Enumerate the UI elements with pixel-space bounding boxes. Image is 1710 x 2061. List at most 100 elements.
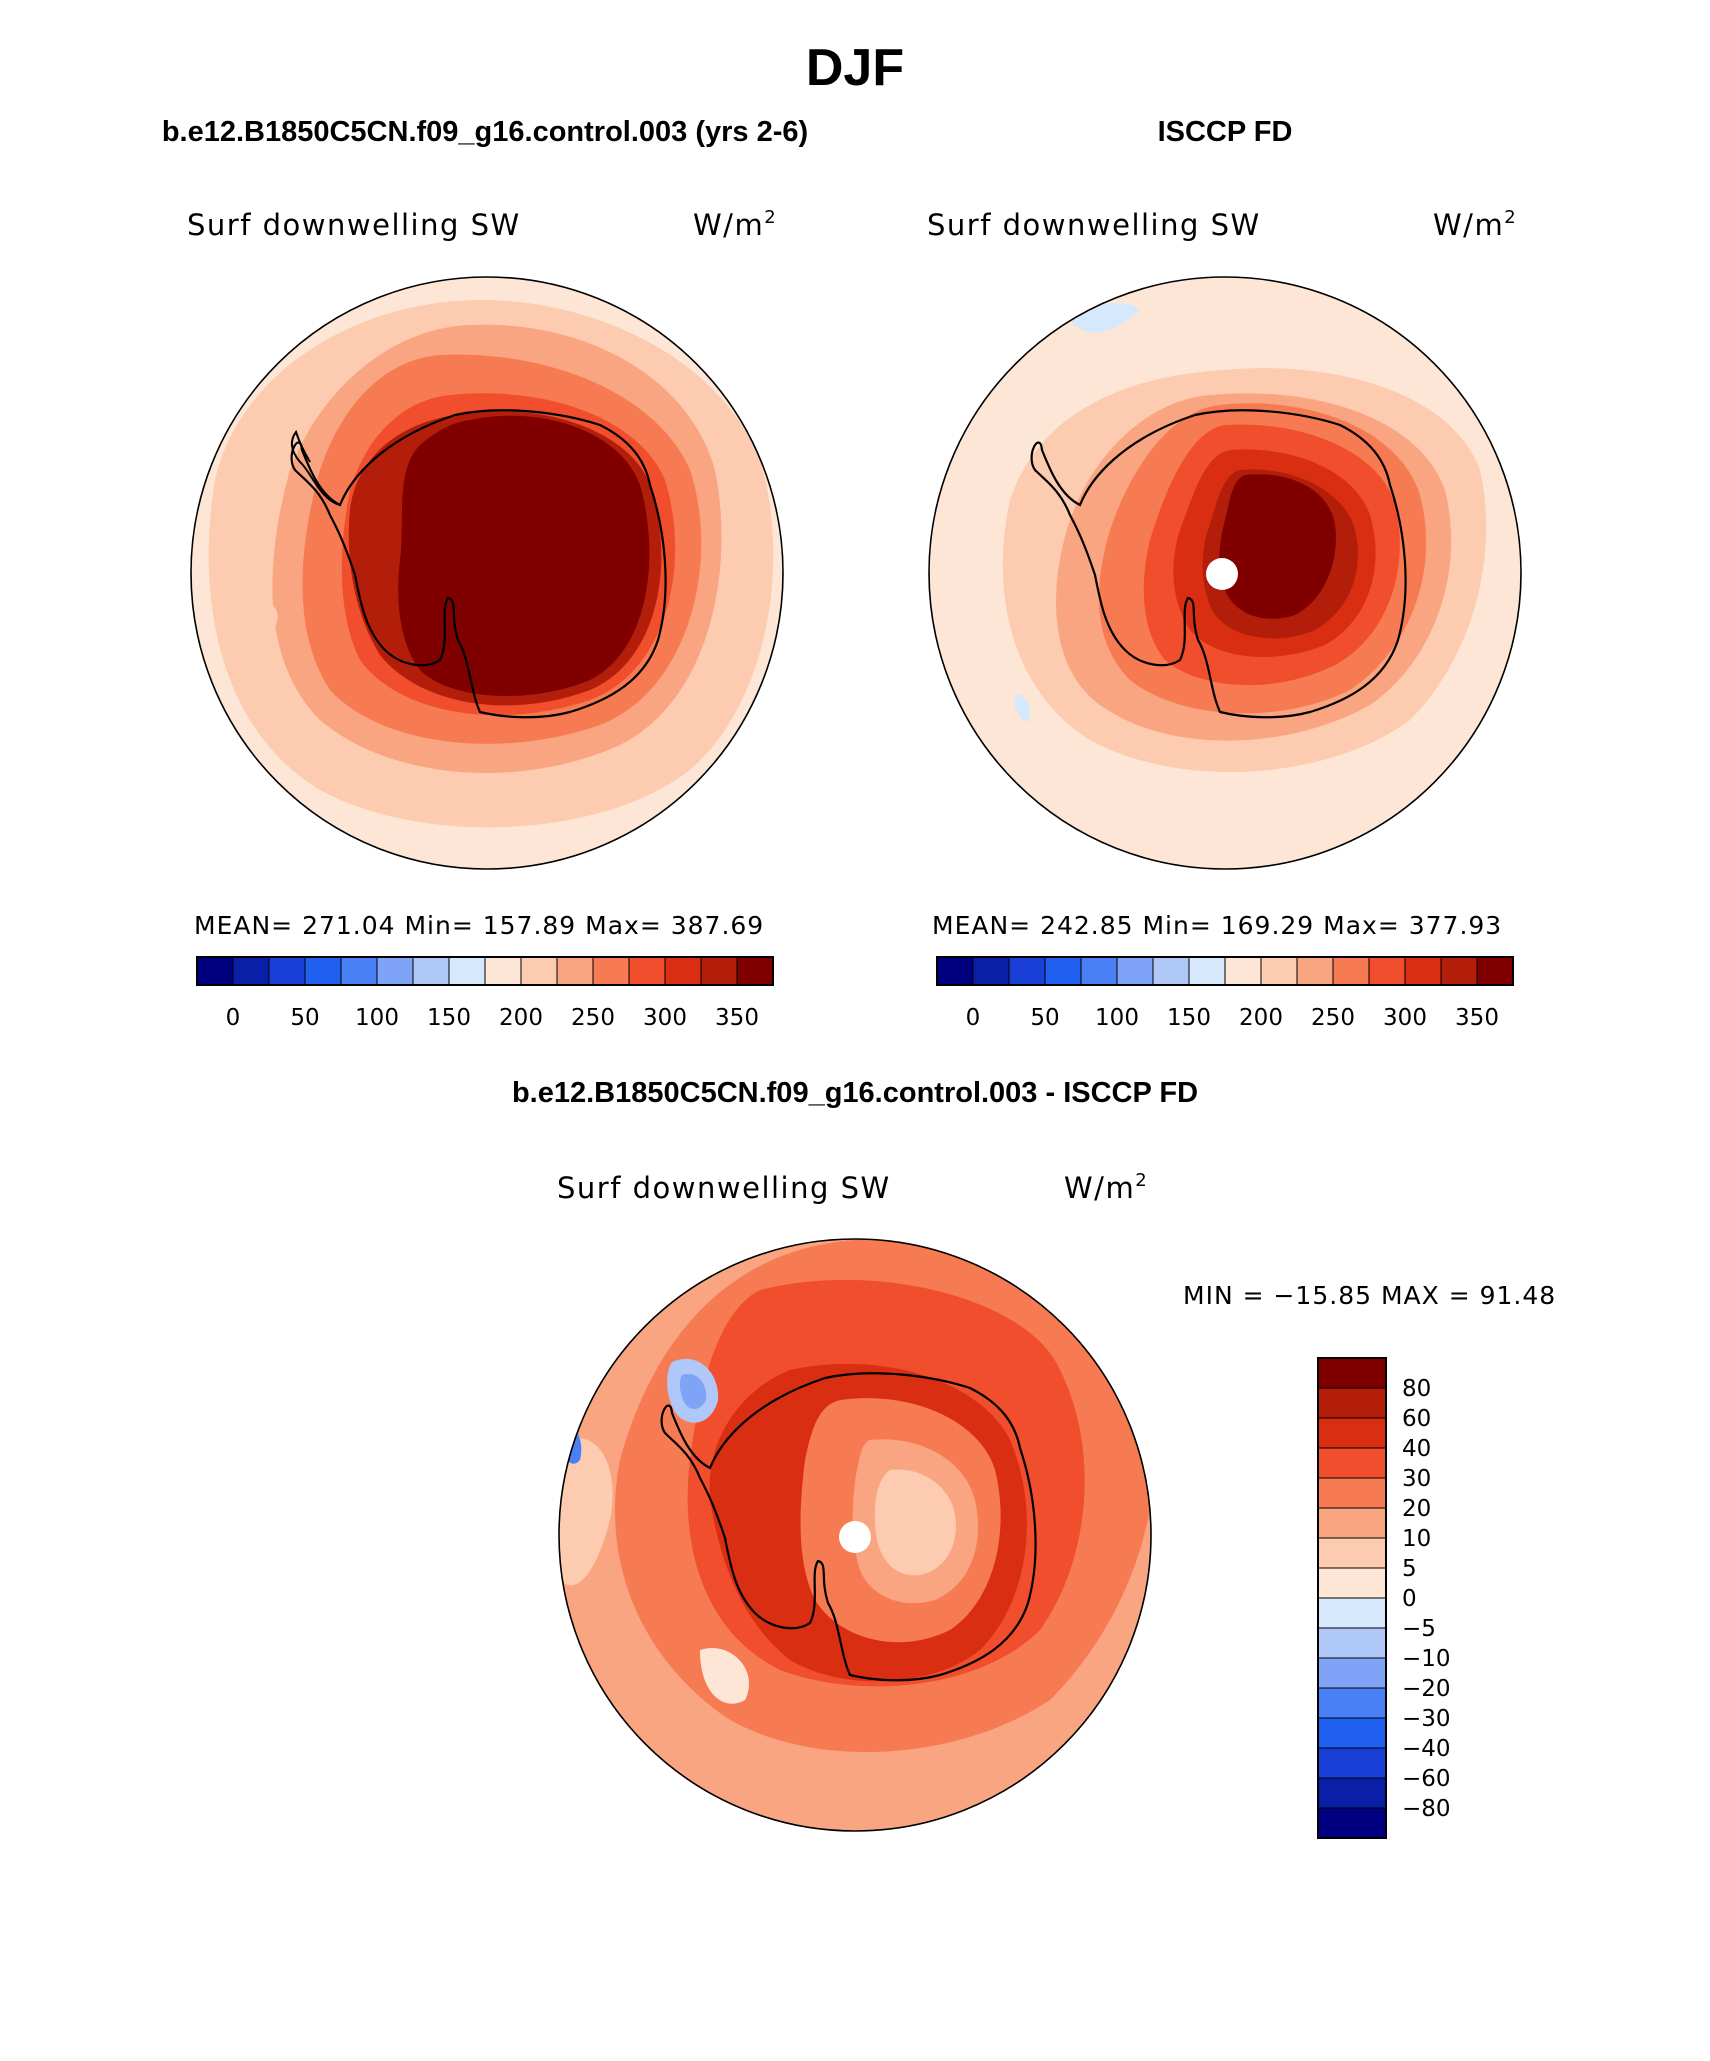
panel-a-colorbar-tick-label: 0 [226, 1005, 241, 1031]
panel-c-colorbar-box [1317, 1417, 1387, 1449]
panel-c-colorbar-box [1317, 1717, 1387, 1749]
panel-b-plateau [1219, 474, 1336, 619]
panel-a-variable: Surf downwelling SW [187, 208, 521, 242]
panel-c-colorbar-box [1317, 1597, 1387, 1629]
panel-b-colorbar-box [1080, 956, 1118, 986]
panel-c-colorbar-tick-label: −60 [1402, 1766, 1451, 1792]
panel-b-units: W/m2 [1433, 207, 1517, 242]
panel-c-colorbar-tick-label: 10 [1402, 1526, 1431, 1552]
panel-c-blue-core [679, 1374, 707, 1409]
panel-c-units: W/m2 [1064, 1170, 1148, 1205]
panel-a-colorbar-tick-label: 200 [499, 1005, 543, 1031]
panel-a-colorbar-box [412, 956, 450, 986]
panel-c-colorbar-tick-label: 30 [1402, 1466, 1431, 1492]
panel-a-colorbar-tick-label: 250 [571, 1005, 615, 1031]
panel-b-colorbar-tick-label: 100 [1095, 1005, 1139, 1031]
panel-b-colorbar-box [1224, 956, 1262, 986]
panel-a-colorbar-frame [196, 956, 774, 986]
season-title: DJF [806, 39, 904, 97]
panel-c-colorbar-tick-label: 20 [1402, 1496, 1431, 1522]
panel-a-colorbar-tick-label: 150 [427, 1005, 471, 1031]
panel-b-colorbar-tick-label: 300 [1383, 1005, 1427, 1031]
panel-a-map-border [190, 276, 784, 870]
panel-c-map-border [558, 1238, 1152, 1832]
panel-b-colorbar-box [1368, 956, 1406, 986]
panel-a-units: W/m2 [693, 207, 777, 242]
panel-b-variable: Surf downwelling SW [927, 208, 1261, 242]
panel-c-colorbar-box [1317, 1567, 1387, 1599]
panel-a-map [191, 277, 783, 869]
panel-b-colorbar-tick-label: 50 [1030, 1005, 1059, 1031]
panel-c-colorbar-box [1317, 1387, 1387, 1419]
panel-a-colorbar-box [700, 956, 738, 986]
panel-a-colorbar-box [736, 956, 774, 986]
panel-c-colorbar: 80 60 40 30 20 10 5 0 −5 −10 −20 −30 −40 −60 −80 [1317, 1357, 1451, 1839]
panel-b-case-title: ISCCP FD [1158, 116, 1293, 148]
panel-b-colorbar-box [1116, 956, 1154, 986]
panel-b-colorbar-box [1008, 956, 1046, 986]
panel-a-colorbar-box [484, 956, 522, 986]
panel-c-west-low [559, 1438, 613, 1586]
panel-b-colorbar-box [936, 956, 974, 986]
panel-c-colorbar-box [1317, 1447, 1387, 1479]
panel-c-colorbar-tick-label: −10 [1402, 1646, 1451, 1672]
panel-b-colorbar-frame [936, 956, 1514, 986]
panel-c-colorbar-box [1317, 1537, 1387, 1569]
panel-b-colorbar-box [1332, 956, 1370, 986]
panel-c-colorbar-box [1317, 1477, 1387, 1509]
panel-a-speckle-2 [500, 804, 560, 820]
panel-c-colorbar-tick-label: 0 [1402, 1586, 1417, 1612]
panel-b-colorbar-box [972, 956, 1010, 986]
panel-b-colorbar-tick-label: 150 [1167, 1005, 1211, 1031]
panel-b-colorbar-box [1296, 956, 1334, 986]
panel-b-colorbar-tick-label: 0 [966, 1005, 981, 1031]
panel-c-colorbar-tick-label: −80 [1402, 1796, 1451, 1822]
panel-c-colorbar-box [1317, 1357, 1387, 1389]
panel-a-plateau [398, 415, 650, 697]
panel-c-colorbar-frame [1317, 1357, 1387, 1839]
panel-c-variable: Surf downwelling SW [557, 1171, 891, 1205]
panel-a-speckle [261, 604, 278, 630]
panel-c-colorbar-tick-label: −20 [1402, 1676, 1451, 1702]
panel-b-colorbar-box [1044, 956, 1082, 986]
panel-b-colorbar-tick-label: 250 [1311, 1005, 1355, 1031]
panel-b-colorbar-box [1476, 956, 1514, 986]
panel-a-colorbar-tick-label: 300 [643, 1005, 687, 1031]
panel-b-map-border [928, 276, 1522, 870]
diff-title: b.e12.B1850C5CN.f09_g16.control.003 - IS… [512, 1077, 1198, 1109]
panel-b-colorbar-box [1188, 956, 1226, 986]
panel-b-colorbar: 0 50 100 150 200 250 300 350 [936, 956, 1514, 1031]
panel-c-stats: MIN = −15.85 MAX = 91.48 [1183, 1281, 1556, 1310]
panel-c-colorbar-box [1317, 1627, 1387, 1659]
panel-a-colorbar-box [556, 956, 594, 986]
panel-b-coastline [1030, 409, 1407, 719]
panel-a-peninsula [290, 429, 341, 506]
panel-c-colorbar-box [1317, 1507, 1387, 1539]
panel-b-colorbar-tick-label: 350 [1455, 1005, 1499, 1031]
panel-c-colorbar-box [1317, 1777, 1387, 1809]
panel-a-colorbar-box [628, 956, 666, 986]
panel-a-colorbar-tick-label: 100 [355, 1005, 399, 1031]
panel-c-colorbar-tick-label: −30 [1402, 1706, 1451, 1732]
panel-c-colorbar-tick-label: −40 [1402, 1736, 1451, 1762]
panel-a-colorbar-tick-label: 350 [715, 1005, 759, 1031]
panel-a-colorbar: 0 50 100 150 200 250 300 350 [196, 956, 774, 1031]
panel-c-colorbar-box [1317, 1807, 1387, 1839]
panel-b-colorbar-box [1440, 956, 1478, 986]
panel-a-colorbar-box [196, 956, 234, 986]
panel-c-pole-hole [839, 1521, 871, 1553]
panel-c-plateau-min [874, 1469, 956, 1576]
panel-a-stats: MEAN= 271.04 Min= 157.89 Max= 387.69 [194, 911, 764, 940]
panel-c-colorbar-tick-label: −5 [1402, 1616, 1436, 1642]
panel-c-colorbar-tick-label: 5 [1402, 1556, 1417, 1582]
panel-c-colorbar-tick-label: 80 [1402, 1376, 1431, 1402]
panel-b-colorbar-box [1260, 956, 1298, 986]
panel-b-speck-blue-2 [1014, 694, 1031, 722]
panel-a-colorbar-box [520, 956, 558, 986]
panel-a-colorbar-box [376, 956, 414, 986]
panel-b-colorbar-box [1152, 956, 1190, 986]
panel-c-colorbar-box [1317, 1687, 1387, 1719]
panel-c-white-patch [700, 1648, 749, 1704]
panel-c-colorbar-tick-label: 40 [1402, 1436, 1431, 1462]
